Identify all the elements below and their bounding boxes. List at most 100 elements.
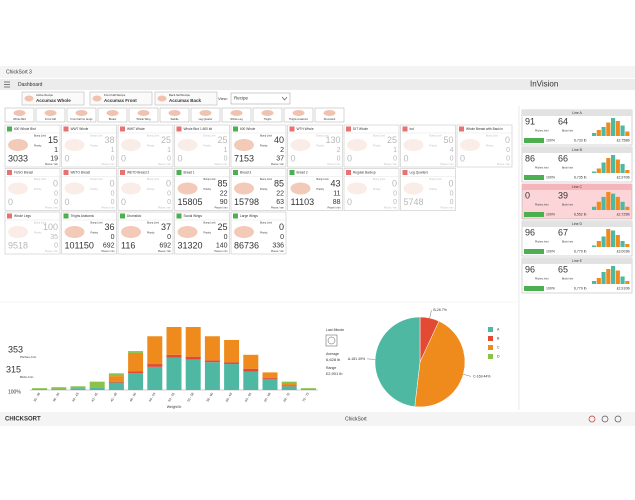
line-label: Birds /min	[562, 278, 574, 281]
product-card[interactable]: Whole Bird 1.600 kit Bump Limit 25 Priority…	[174, 124, 230, 168]
card-label: Pieces / min	[214, 207, 228, 210]
line-panel[interactable]: Line D 96 Pitches /min 67 Birds /min 100% 6,77…	[521, 220, 633, 257]
tab-title[interactable]: Dashboard	[18, 82, 43, 88]
card-label: Bump Limit	[204, 222, 216, 225]
line-bar	[601, 272, 606, 284]
product-card[interactable]: 600 Whole Bird Bump Limit 15 Priority 1 3033 1…	[4, 124, 61, 168]
card-image	[403, 182, 424, 195]
x-tick-label: 38 - 40	[52, 392, 61, 403]
bar-segment	[281, 381, 297, 384]
card-limit: 0	[53, 178, 58, 188]
line-bar	[611, 118, 616, 136]
line-bar	[606, 192, 611, 210]
card-label: Bump Limit	[430, 135, 442, 138]
line-bar	[596, 168, 601, 173]
bar-segment	[185, 356, 201, 360]
view-select[interactable]	[230, 92, 291, 105]
alarm-icon[interactable]	[588, 415, 596, 423]
card-image	[347, 182, 367, 195]
line-percent: 100%	[546, 286, 555, 290]
bar-segment	[128, 371, 144, 374]
card-label: Priority	[147, 145, 155, 148]
legend-label: C	[497, 345, 500, 349]
line-panel[interactable]: Line E 96 Pitches /min 65 Birds /min 100% 6,77…	[521, 257, 633, 294]
card-status	[7, 126, 12, 132]
product-card[interactable]: Bread 2 Bump Limit 43 Priority 11 11103 88Piec…	[287, 168, 343, 211]
card-limit: 0	[279, 222, 284, 232]
card-image	[177, 226, 198, 238]
line-panel[interactable]: Line B 86 Pitches /min 66 Birds /min 100% 6,73…	[521, 146, 633, 183]
recipe-name: Accumax Front	[104, 98, 137, 103]
line-weight: 6,735 lb	[574, 175, 587, 179]
card-label: Pieces / min	[158, 250, 172, 253]
product-card[interactable]: Drumstick Bump Limit 37 Priority 0 116 692Piec…	[117, 211, 174, 255]
view-value[interactable]: Recipe	[234, 96, 249, 101]
recipe-button[interactable]	[154, 91, 218, 106]
line-panel[interactable]: Line C 0 Pitches /min 39 Birds /min 100% 6,552…	[521, 183, 633, 220]
line-bar	[625, 281, 630, 284]
card-priority: 4	[450, 147, 454, 154]
card-priority: 1	[393, 147, 397, 154]
settings-icon[interactable]	[601, 415, 609, 423]
line-range: £2,970lb	[617, 175, 630, 179]
product-card[interactable]: Social Wings Bump Limit 25 Priority 0 31320 14…	[174, 211, 230, 255]
card-total: 101150	[65, 240, 94, 250]
line-panel[interactable]: Line A 91 Pitches /min 64 Birds /min 100% 6,73…	[521, 109, 633, 146]
card-frame	[456, 124, 513, 168]
stat-label: Range	[326, 366, 336, 370]
power-icon[interactable]	[614, 415, 622, 423]
product-card[interactable]: Whole Breast with Back in Bump Limit 0 Prio…	[456, 124, 513, 168]
line-bar	[606, 269, 611, 284]
product-label: Thighs	[264, 117, 272, 121]
card-limit: 0	[505, 135, 510, 145]
line-bar	[615, 270, 620, 284]
product-card[interactable]: Thighs Anatomic Bump Limit 36 Priority 0 1011…	[61, 211, 117, 255]
card-label: Pieces / min	[101, 207, 115, 210]
line-progress	[524, 212, 544, 217]
recipe-button[interactable]	[21, 91, 85, 106]
bar-segment	[204, 360, 220, 363]
x-tick-label: 50 - 53	[148, 392, 157, 403]
card-label: Priority	[317, 145, 325, 148]
card-total: 0	[347, 153, 352, 163]
card-rate: 140	[216, 242, 228, 249]
clock-button[interactable]	[325, 334, 338, 347]
product-card[interactable]: Bread 1 Bump Limit 85 Priority 22 15805 90Piec…	[174, 168, 230, 211]
product-card[interactable]: 600 Whole Bump Limit 40 Priority 2 7153 37Piec…	[230, 124, 287, 168]
line-birds: 67	[558, 227, 568, 237]
recipe-button[interactable]	[89, 91, 153, 106]
menu-icon[interactable]	[4, 81, 10, 88]
card-name: FUSO Breast	[14, 170, 33, 174]
line-bar	[625, 170, 630, 173]
stat-value: £2,901 lb	[326, 371, 343, 376]
product-icon	[168, 110, 181, 116]
card-limit: 25	[217, 222, 227, 232]
card-rate: 0	[167, 155, 171, 162]
card-priority: 0	[393, 190, 397, 197]
recipe-caption: Front half Recipe	[104, 93, 126, 97]
card-image	[290, 182, 311, 195]
legend-swatch	[488, 336, 493, 341]
card-status	[120, 170, 125, 175]
card-image	[177, 139, 198, 151]
product-card[interactable]: Large Wings Bump Limit 0 Priority 0 86736 336P…	[230, 211, 287, 255]
product-card[interactable]: Bread 3 Bump Limit 85 Priority 22 15798 63Piec…	[230, 168, 287, 211]
card-name: Bread 1	[184, 170, 195, 174]
summary-birds-label: Birds /min	[20, 375, 34, 379]
pie-leader	[463, 374, 472, 377]
